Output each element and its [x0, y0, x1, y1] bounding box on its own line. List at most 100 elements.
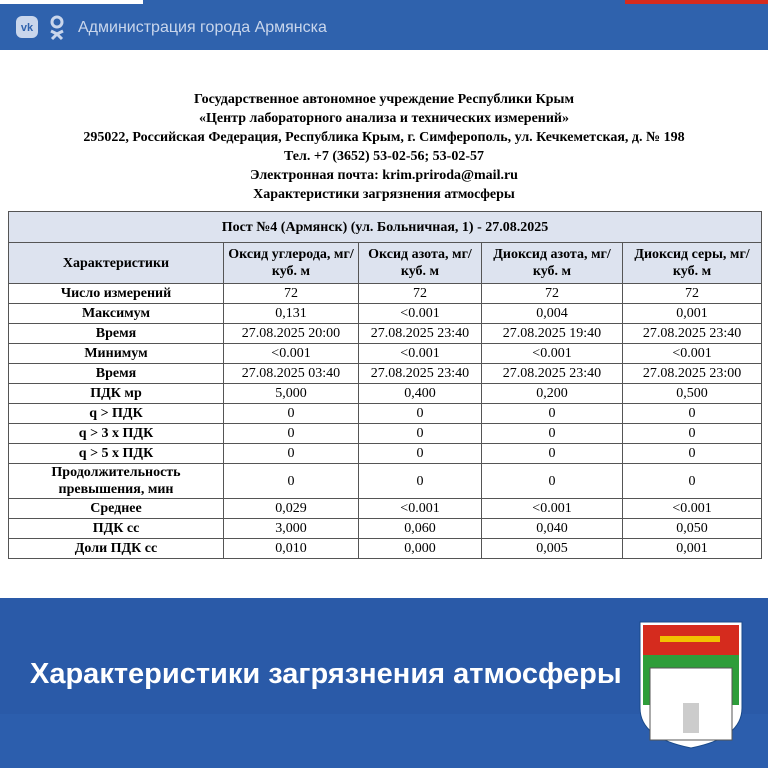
- cell: 27.08.2025 23:40: [481, 363, 623, 384]
- cell: 0: [358, 463, 482, 499]
- cell: <0.001: [223, 343, 359, 364]
- banner-graphics: [0, 621, 768, 768]
- table-row: q > 5 х ПДК 0 0 0 0: [8, 443, 763, 464]
- table-row: Минимум <0.001 <0.001 <0.001 <0.001: [8, 343, 763, 364]
- table-row: ПДК сс 3,000 0,060 0,040 0,050: [8, 518, 763, 539]
- cell: 0: [481, 423, 623, 444]
- column-header: Оксид углерода, мг/куб. м: [223, 242, 359, 284]
- banner: Характеристики загрязнения атмосферы: [0, 598, 768, 768]
- cell: 0: [223, 443, 359, 464]
- cell: 72: [358, 283, 482, 304]
- cell: 0: [223, 463, 359, 499]
- doc-line: Характеристики загрязнения атмосферы: [253, 187, 515, 202]
- cell: 5,000: [223, 383, 359, 404]
- cell: 27.08.2025 23:40: [621, 323, 763, 344]
- row-header: q > 3 х ПДК: [8, 423, 224, 444]
- cell: 0,001: [621, 303, 763, 324]
- cell: 0: [621, 403, 763, 424]
- doc-line: Электронная почта: krim.priroda@mail.ru: [250, 168, 518, 183]
- cell: 72: [223, 283, 359, 304]
- row-header: ПДК мр: [8, 383, 224, 404]
- caption-row: Пост №4 (Армянск) (ул. Больничная, 1) - …: [7, 211, 763, 243]
- cell: 0,200: [481, 383, 623, 404]
- cell: 0: [358, 403, 482, 424]
- cell: 27.08.2025 20:00: [223, 323, 359, 344]
- cell: 27.08.2025 23:00: [621, 363, 763, 384]
- cell: 0: [223, 423, 359, 444]
- row-header: Время: [8, 363, 224, 384]
- doc-line: Государственное автономное учреждение Ре…: [193, 92, 575, 107]
- org-name: Администрация города Армянска: [78, 19, 327, 36]
- cell: 27.08.2025 03:40: [223, 363, 359, 384]
- cell: 0,131: [223, 303, 359, 324]
- caption: Пост №4 (Армянск) (ул. Больничная, 1) - …: [7, 211, 763, 243]
- column-header: Диоксид азота, мг/куб. м: [481, 242, 623, 284]
- table-row: Продолжительность превышения, мин 0 0 0 0: [8, 463, 763, 499]
- banner-title: Характеристики загрязнения атмосферы: [30, 658, 622, 690]
- flag-strip: [0, 0, 768, 4]
- header: vk Администрация города Армянска: [0, 4, 768, 50]
- table-row: Максимум 0,131 <0.001 0,004 0,001: [8, 303, 763, 324]
- cell: 0: [223, 403, 359, 424]
- cell: 0: [621, 463, 763, 499]
- cell: 72: [621, 283, 763, 304]
- cell: 0: [481, 443, 623, 464]
- row-header: Максимум: [8, 303, 224, 324]
- table-row: Доли ПДК сс 0,010 0,000 0,005 0,001: [8, 538, 763, 559]
- cell: <0.001: [358, 343, 482, 364]
- doc-line: Тел. +7 (3652) 53-02-56; 53-02-57: [284, 149, 484, 164]
- cell: <0.001: [621, 498, 763, 519]
- table-row: Время 27.08.2025 03:40 27.08.2025 23:40 27.…: [8, 363, 763, 384]
- row-header: Время: [8, 323, 224, 344]
- cell: <0.001: [481, 343, 623, 364]
- cell: 0: [621, 423, 763, 444]
- cell: 0,040: [481, 518, 623, 539]
- cell: 0,060: [358, 518, 482, 539]
- column-header: Характеристики: [8, 242, 224, 284]
- table-row: q > 3 х ПДК 0 0 0 0: [8, 423, 763, 444]
- social-icons[interactable]: vk: [12, 4, 82, 50]
- table-row: Время 27.08.2025 20:00 27.08.2025 23:40 27.…: [8, 323, 763, 344]
- cell: <0.001: [621, 343, 763, 364]
- table-row: Число измерений 72 72 72 72: [8, 283, 763, 304]
- table-row: q > ПДК 0 0 0 0: [8, 403, 763, 424]
- doc-line: 295022, Российская Федерация, Республика…: [83, 130, 685, 145]
- cell: <0.001: [481, 498, 623, 519]
- column-header: Диоксид серы, мг/куб. м: [621, 242, 763, 284]
- cell: 0: [621, 443, 763, 464]
- cell: 0: [481, 403, 623, 424]
- cell: 72: [481, 283, 623, 304]
- cell: 27.08.2025 23:40: [358, 323, 482, 344]
- cell: 0,010: [223, 538, 359, 559]
- cell: 0,004: [481, 303, 623, 324]
- cell: <0.001: [358, 303, 482, 324]
- cell: 0,500: [621, 383, 763, 404]
- cell: 0: [481, 463, 623, 499]
- row-header: Среднее: [8, 498, 224, 519]
- row-header: Доли ПДК сс: [8, 538, 224, 559]
- cell: 0,400: [358, 383, 482, 404]
- cell: 27.08.2025 23:40: [358, 363, 482, 384]
- cell: 0: [358, 443, 482, 464]
- row-header: q > ПДК: [8, 403, 224, 424]
- cell: <0.001: [358, 498, 482, 519]
- column-header: Оксид азота, мг/куб. м: [358, 242, 482, 284]
- cell: 0,000: [358, 538, 482, 559]
- table-row: ПДК мр 5,000 0,400 0,200 0,500: [8, 383, 763, 404]
- cell: 0,001: [621, 538, 763, 559]
- row-header: Продолжительность превышения, мин: [8, 463, 224, 499]
- cell: 0,029: [223, 498, 359, 519]
- doc-line: «Центр лабораторного анализа и техническ…: [199, 111, 569, 126]
- document-header: Государственное автономное учреждение Ре…: [0, 90, 768, 204]
- row-header: Число измерений: [8, 283, 224, 304]
- cell: 27.08.2025 19:40: [481, 323, 623, 344]
- svg-text:vk: vk: [21, 22, 34, 34]
- row-header: ПДК сс: [8, 518, 224, 539]
- cell: 0: [358, 423, 482, 444]
- cell: 0,050: [621, 518, 763, 539]
- table-row: Среднее 0,029 <0.001 <0.001 <0.001: [8, 498, 763, 519]
- row-header: Минимум: [8, 343, 224, 364]
- row-header: q > 5 х ПДК: [8, 443, 224, 464]
